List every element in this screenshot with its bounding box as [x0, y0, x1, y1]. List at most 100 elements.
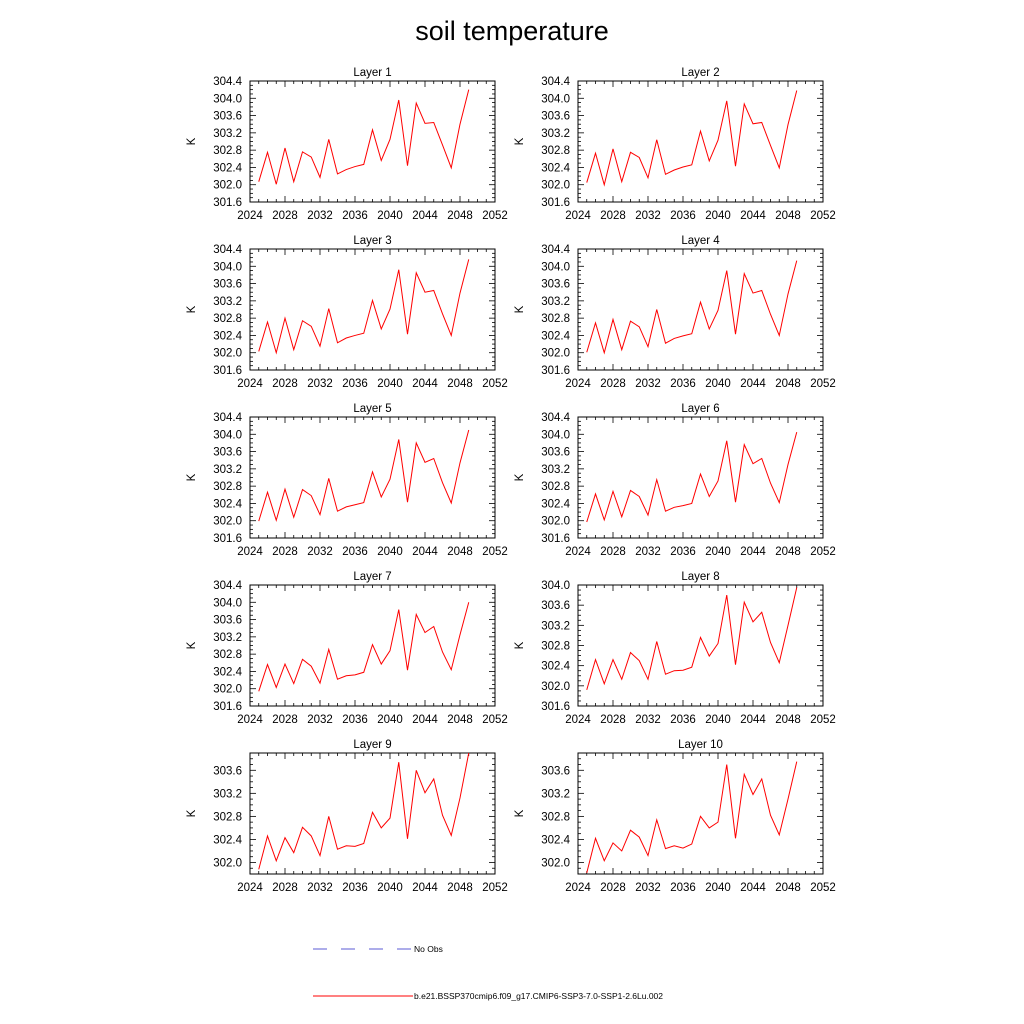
y-axis-label: K	[186, 305, 198, 313]
y-axis-label: K	[514, 473, 526, 481]
x-tick-label: 2040	[377, 714, 403, 726]
x-tick-label: 2024	[237, 546, 263, 558]
y-tick-label: 303.2	[213, 296, 242, 308]
x-tick-label: 2040	[377, 546, 403, 558]
plot-frame	[249, 248, 496, 371]
x-tick-label: 2028	[600, 882, 626, 894]
x-tick-label: 2036	[342, 210, 368, 222]
y-tick-label: 302.8	[541, 481, 570, 493]
y-tick-label: 302.8	[213, 649, 242, 661]
y-tick-label: 302.4	[213, 834, 242, 846]
y-tick-label: 301.6	[213, 365, 242, 377]
figure-title: soil temperature	[415, 16, 609, 46]
panel-title: Layer 10	[678, 739, 723, 751]
series-line-layer-7	[258, 602, 470, 692]
y-tick-label: 303.2	[541, 296, 570, 308]
x-tick-label: 2048	[775, 378, 801, 390]
x-tick-label: 2032	[635, 714, 661, 726]
y-tick-label: 303.2	[541, 464, 570, 476]
y-tick-label: 304.4	[213, 244, 242, 256]
x-tick-label: 2052	[482, 714, 508, 726]
x-tick-label: 2032	[635, 546, 661, 558]
y-tick-label: 302.8	[213, 145, 242, 157]
y-axis-label: K	[186, 641, 198, 649]
x-tick-label: 2036	[670, 882, 696, 894]
y-tick-label: 302.0	[541, 348, 570, 360]
panel-layer-5: Layer 5 K 2024 2028 2032 2036 2040 2044 2048 2052…	[186, 403, 508, 558]
x-tick-label: 2044	[412, 882, 438, 894]
y-tick-label: 304.4	[541, 244, 570, 256]
x-tick-label: 2024	[565, 882, 591, 894]
y-tick-label: 302.0	[541, 857, 570, 869]
y-tick-label: 303.6	[213, 447, 242, 459]
y-tick-label: 302.4	[213, 498, 242, 510]
x-tick-label: 2024	[565, 210, 591, 222]
series-line-layer-9	[258, 752, 470, 870]
y-tick-label: 302.4	[541, 162, 570, 174]
y-tick-label: 302.8	[213, 811, 242, 823]
x-tick-label: 2052	[482, 210, 508, 222]
y-tick-label: 302.0	[213, 684, 242, 696]
x-tick-label: 2048	[447, 210, 473, 222]
y-tick-label: 302.0	[213, 516, 242, 528]
y-tick-label: 303.2	[213, 464, 242, 476]
x-tick-label: 2032	[635, 210, 661, 222]
y-tick-label: 302.8	[541, 641, 570, 653]
y-tick-label: 304.0	[213, 597, 242, 609]
x-tick-label: 2028	[600, 378, 626, 390]
panel-title: Layer 6	[681, 403, 719, 415]
x-tick-label: 2052	[810, 882, 836, 894]
y-tick-label: 303.2	[541, 620, 570, 632]
x-tick-label: 2048	[775, 546, 801, 558]
series-line-layer-10	[586, 761, 798, 873]
plot-frame	[577, 752, 824, 875]
x-tick-label: 2048	[775, 714, 801, 726]
y-tick-label: 304.4	[213, 412, 242, 424]
y-tick-label: 301.6	[213, 701, 242, 713]
x-tick-label: 2044	[740, 546, 766, 558]
x-tick-label: 2048	[775, 882, 801, 894]
x-tick-label: 2032	[307, 714, 333, 726]
x-tick-label: 2024	[565, 714, 591, 726]
x-tick-label: 2036	[670, 714, 696, 726]
x-tick-label: 2044	[412, 378, 438, 390]
x-tick-label: 2032	[307, 210, 333, 222]
x-tick-label: 2052	[810, 210, 836, 222]
x-tick-label: 2032	[307, 546, 333, 558]
series-line-layer-1	[258, 89, 470, 185]
y-tick-label: 301.6	[541, 701, 570, 713]
y-tick-label: 303.2	[541, 128, 570, 140]
x-tick-label: 2044	[412, 546, 438, 558]
plot-frame	[249, 80, 496, 203]
panel-title: Layer 3	[353, 235, 391, 247]
y-tick-label: 302.0	[213, 857, 242, 869]
x-tick-label: 2052	[482, 378, 508, 390]
y-tick-label: 304.0	[541, 93, 570, 105]
x-tick-label: 2036	[342, 882, 368, 894]
x-tick-label: 2036	[670, 546, 696, 558]
y-tick-label: 304.4	[541, 76, 570, 88]
series-line-layer-6	[586, 431, 798, 523]
x-tick-label: 2024	[237, 714, 263, 726]
panel-title: Layer 7	[353, 571, 391, 583]
y-axis-label: K	[186, 137, 198, 145]
series-line-layer-4	[586, 260, 798, 355]
y-tick-label: 304.4	[213, 580, 242, 592]
x-tick-label: 2032	[307, 882, 333, 894]
x-tick-label: 2048	[447, 882, 473, 894]
x-tick-label: 2044	[412, 714, 438, 726]
panel-layer-4: Layer 4 K 2024 2028 2032 2036 2040 2044 2048 2052…	[514, 235, 836, 390]
y-tick-label: 304.4	[213, 76, 242, 88]
plot-frame	[577, 80, 824, 203]
x-tick-label: 2040	[377, 882, 403, 894]
panel-layer-8: Layer 8 K 2024 2028 2032 2036 2040 2044 2048 2052…	[514, 571, 836, 726]
x-tick-label: 2048	[775, 210, 801, 222]
y-tick-label: 302.8	[213, 313, 242, 325]
x-tick-label: 2040	[705, 882, 731, 894]
y-tick-label: 301.6	[541, 365, 570, 377]
y-axis-label: K	[514, 305, 526, 313]
x-tick-label: 2044	[740, 714, 766, 726]
y-tick-label: 302.8	[541, 145, 570, 157]
x-tick-label: 2044	[740, 210, 766, 222]
